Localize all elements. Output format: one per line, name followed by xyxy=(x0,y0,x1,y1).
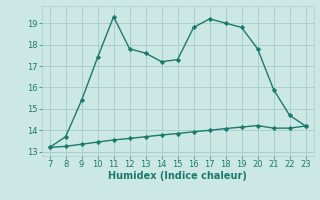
X-axis label: Humidex (Indice chaleur): Humidex (Indice chaleur) xyxy=(108,171,247,181)
